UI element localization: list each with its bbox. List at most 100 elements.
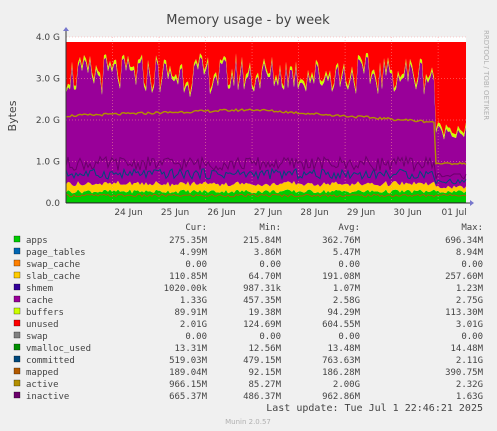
legend-swatch-slab_cache [13, 271, 21, 279]
y-tick-label: 2.0 G [36, 116, 60, 126]
legend-min-page_tables: 3.86M [254, 248, 282, 258]
munin-version: Munin 2.0.57 [225, 418, 271, 426]
legend-name-unused: unused [26, 320, 59, 330]
legend-min-vmalloc_used: 12.56M [248, 344, 281, 354]
y-axis-arrow [63, 27, 69, 31]
x-tick-label: 28 Jun [300, 208, 328, 218]
legend-max-vmalloc_used: 14.48M [450, 344, 483, 354]
legend-max-swap: 0.00 [461, 332, 483, 342]
legend-name-shmem: shmem [26, 284, 53, 294]
legend-name-mapped: mapped [26, 368, 59, 378]
line-active [65, 108, 467, 166]
legend-swatch-mapped [13, 367, 21, 375]
legend-min-shmem: 987.31k [243, 284, 282, 294]
legend-name-page_tables: page_tables [26, 248, 86, 258]
legend-max-unused: 3.01G [456, 320, 483, 330]
y-tick-label: 0.0 [46, 199, 61, 209]
legend-swatch-committed [13, 355, 21, 363]
rrdtool-watermark: RRDTOOL / TOBI OETIKER [482, 30, 490, 120]
chart-title: Memory usage - by week [166, 13, 330, 28]
legend-max-committed: 2.11G [456, 356, 483, 366]
legend-cur-apps: 275.35M [169, 236, 208, 246]
legend-name-vmalloc_used: vmalloc_used [26, 344, 91, 354]
legend-avg-inactive: 962.86M [322, 392, 361, 402]
y-tick-label: 4.0 G [36, 33, 60, 43]
legend-max-shmem: 1.23M [456, 284, 484, 294]
x-tick-label: 24 Jun [114, 208, 142, 218]
legend-name-swap_cache: swap_cache [26, 260, 80, 270]
legend-header: Max: [461, 223, 483, 233]
legend-max-inactive: 1.63G [456, 392, 483, 402]
legend-swatch-page_tables [13, 247, 21, 255]
x-tick-label: 30 Jun [393, 208, 421, 218]
legend-cur-slab_cache: 110.85M [169, 272, 208, 282]
legend-name-committed: committed [26, 356, 75, 366]
legend-min-swap_cache: 0.00 [259, 260, 281, 270]
legend-avg-committed: 763.63M [322, 356, 361, 366]
y-axis-ticks: 0.0 1.0 G 2.0 G 3.0 G 4.0 G [36, 33, 60, 209]
legend-max-swap_cache: 0.00 [461, 260, 483, 270]
legend-cur-mapped: 189.04M [169, 368, 208, 378]
legend-avg-unused: 604.55M [322, 320, 361, 330]
legend-swatch-shmem [13, 283, 21, 291]
legend-swatch-cache [13, 295, 21, 303]
line-committed [65, 167, 467, 185]
x-tick-label: 26 Jun [207, 208, 235, 218]
legend-avg-swap_cache: 0.00 [338, 260, 360, 270]
legend-avg-apps: 362.76M [322, 236, 361, 246]
legend-min-inactive: 486.37M [243, 392, 282, 402]
legend-min-cache: 457.35M [243, 296, 282, 306]
area-cache [66, 56, 466, 189]
x-tick-label: 29 Jun [347, 208, 375, 218]
area-unused [66, 42, 466, 136]
x-tick-label: 25 Jun [161, 208, 189, 218]
legend-cur-swap: 0.00 [185, 332, 207, 342]
legend-max-page_tables: 8.94M [456, 248, 484, 258]
legend-name-apps: apps [26, 236, 48, 246]
legend-cur-shmem: 1020.00k [164, 284, 208, 294]
legend-cur-cache: 1.33G [180, 296, 207, 306]
legend-header: Min: [259, 223, 281, 233]
legend-name-buffers: buffers [26, 308, 64, 318]
legend-avg-shmem: 1.07M [333, 284, 361, 294]
legend-max-cache: 2.75G [456, 296, 483, 306]
legend-avg-buffers: 94.29M [327, 308, 360, 318]
x-tick-label: 01 Jul [442, 208, 467, 218]
legend-cur-active: 966.15M [169, 380, 208, 390]
x-axis-arrow [470, 200, 474, 206]
legend-min-slab_cache: 64.70M [248, 272, 281, 282]
legend-swatch-buffers [13, 307, 21, 315]
legend-name-swap: swap [26, 332, 48, 342]
x-axis-ticks: 24 Jun 25 Jun 26 Jun 27 Jun 28 Jun 29 Jun 30 J… [114, 208, 466, 218]
legend-cur-swap_cache: 0.00 [185, 260, 207, 270]
legend-name-slab_cache: slab_cache [26, 272, 80, 282]
legend-swatch-swap [13, 331, 21, 339]
area-apps [66, 189, 466, 203]
y-tick-label: 3.0 G [36, 75, 60, 85]
legend-swatch-apps [13, 235, 21, 243]
last-update: Last update: Tue Jul 1 22:46:21 2025 [266, 403, 483, 414]
legend-cur-vmalloc_used: 13.31M [174, 344, 207, 354]
legend-max-active: 2.32G [456, 380, 483, 390]
legend-cur-inactive: 665.37M [169, 392, 208, 402]
legend: Cur: Min: Avg: Max: apps 275.35M 215.84M 362.76… [13, 223, 484, 402]
legend-cur-page_tables: 4.99M [180, 248, 208, 258]
legend-min-active: 85.27M [248, 380, 281, 390]
legend-min-committed: 479.15M [243, 356, 282, 366]
legend-min-mapped: 92.15M [248, 368, 281, 378]
legend-max-slab_cache: 257.60M [445, 272, 484, 282]
legend-cur-committed: 519.03M [169, 356, 208, 366]
legend-min-apps: 215.84M [243, 236, 282, 246]
legend-max-apps: 696.34M [445, 236, 484, 246]
legend-min-buffers: 19.38M [248, 308, 281, 318]
legend-min-unused: 124.69M [243, 320, 282, 330]
legend-swatch-active [13, 379, 21, 387]
legend-avg-cache: 2.58G [333, 296, 360, 306]
legend-avg-swap: 0.00 [338, 332, 360, 342]
x-tick-label: 27 Jun [254, 208, 282, 218]
plot-area [63, 27, 474, 206]
legend-avg-slab_cache: 191.08M [322, 272, 361, 282]
legend-name-cache: cache [26, 296, 53, 306]
line-inactive [65, 155, 467, 180]
